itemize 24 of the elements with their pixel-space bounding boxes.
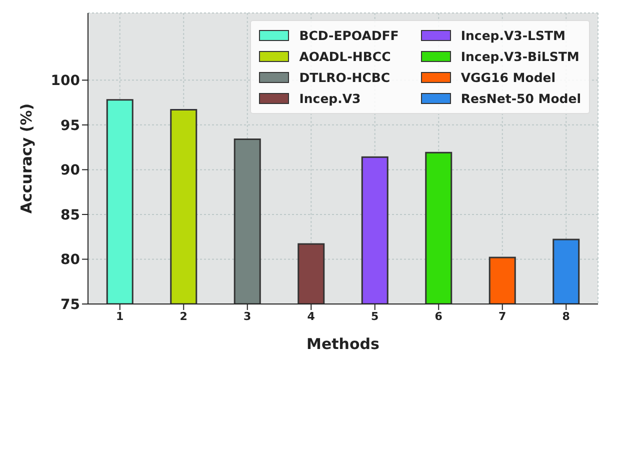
y-tick-label: 80 <box>60 252 80 268</box>
legend-label: AOADL-HBCC <box>299 49 391 64</box>
y-tick-label: 100 <box>50 73 80 90</box>
x-tick-label: 2 <box>180 310 188 323</box>
x-tick-label: 1 <box>116 310 124 323</box>
x-tick-label: 4 <box>307 310 316 323</box>
legend-label: BCD-EPOADFF <box>299 28 399 43</box>
legend-label: ResNet-50 Model <box>460 91 581 106</box>
x-tick-label: 8 <box>562 310 570 323</box>
x-tick-label: 6 <box>434 310 443 323</box>
y-tick-label: 90 <box>60 162 80 179</box>
y-tick-label: 85 <box>60 207 80 224</box>
y-tick-label: 95 <box>60 118 80 134</box>
legend-label: Incep.V3-LSTM <box>460 28 566 43</box>
legend-label: VGG16 Model <box>460 70 556 85</box>
y-axis-title: Accuracy (%) <box>17 103 36 214</box>
x-tick-label: 5 <box>371 310 379 323</box>
y-tick-label: 75 <box>60 296 80 313</box>
legend-label: Incep.V3-BiLSTM <box>460 49 580 64</box>
legend-label: DTLRO-HCBC <box>299 70 390 85</box>
x-tick-label: 7 <box>498 310 506 323</box>
legend-label: Incep.V3 <box>299 91 361 106</box>
x-tick-label: 3 <box>244 310 252 323</box>
x-axis-title: Methods <box>306 335 380 353</box>
